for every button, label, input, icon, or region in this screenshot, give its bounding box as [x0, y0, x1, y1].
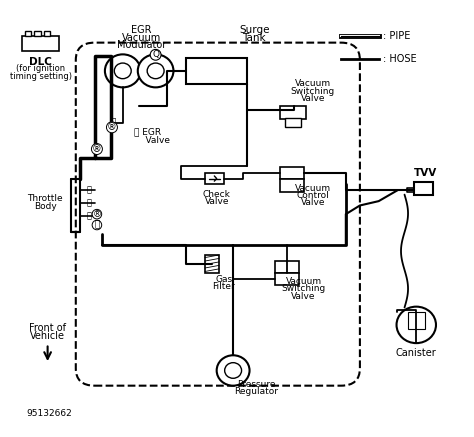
Text: DLC: DLC	[29, 57, 52, 67]
Text: Surge: Surge	[239, 25, 270, 35]
Text: Body: Body	[34, 202, 56, 211]
Text: EGR: EGR	[131, 25, 152, 35]
Circle shape	[105, 54, 141, 87]
Text: Q: Q	[152, 50, 159, 59]
Text: Canister: Canister	[396, 348, 437, 358]
Text: Valve: Valve	[301, 94, 325, 103]
Text: : PIPE: : PIPE	[383, 31, 411, 41]
Bar	[275, 273, 299, 285]
Text: 95132662: 95132662	[27, 409, 72, 418]
Bar	[275, 260, 299, 273]
Bar	[414, 182, 433, 194]
Bar	[408, 312, 425, 329]
Text: : HOSE: : HOSE	[383, 54, 417, 64]
Circle shape	[138, 54, 173, 87]
Text: Tank: Tank	[242, 33, 266, 43]
Text: Ⓔ: Ⓔ	[86, 186, 91, 195]
Text: Gas: Gas	[215, 275, 232, 284]
Text: ®: ®	[107, 122, 117, 132]
Text: Check: Check	[203, 190, 231, 199]
Text: Ⓟ: Ⓟ	[86, 212, 91, 221]
Text: Throttle: Throttle	[27, 194, 63, 204]
Bar	[280, 106, 306, 118]
Text: Pressure: Pressure	[237, 380, 276, 389]
Bar	[285, 118, 301, 127]
Text: Vacuum: Vacuum	[122, 33, 161, 43]
Text: Ⓡ: Ⓡ	[86, 199, 91, 208]
Text: Valve: Valve	[301, 198, 325, 208]
Bar	[205, 255, 219, 273]
Bar	[25, 31, 31, 36]
Bar	[44, 31, 50, 36]
Text: Vehicle: Vehicle	[30, 331, 65, 341]
Circle shape	[397, 307, 436, 343]
Text: TVV: TVV	[414, 168, 438, 178]
Text: Valve: Valve	[292, 292, 316, 301]
Text: Regulator: Regulator	[235, 387, 279, 396]
Circle shape	[114, 63, 131, 79]
Text: Switching: Switching	[282, 284, 326, 293]
Text: Ⓟ: Ⓟ	[94, 221, 100, 229]
Text: Vacuum: Vacuum	[295, 80, 331, 88]
Text: ®: ®	[92, 210, 101, 218]
Text: Vacuum: Vacuum	[295, 184, 331, 193]
Circle shape	[147, 63, 164, 79]
Text: ®: ®	[92, 144, 102, 154]
Bar	[186, 58, 247, 84]
Text: timing setting): timing setting)	[9, 72, 72, 81]
Bar	[22, 36, 59, 51]
Text: Ⓡ: Ⓡ	[110, 118, 116, 128]
Circle shape	[225, 363, 242, 378]
Text: Switching: Switching	[291, 87, 335, 96]
Bar	[280, 180, 303, 191]
Text: Filter: Filter	[212, 282, 235, 291]
Text: Modulator: Modulator	[117, 40, 166, 50]
Circle shape	[217, 355, 249, 386]
Text: Vacuum: Vacuum	[285, 277, 322, 286]
Text: Valve: Valve	[204, 198, 229, 207]
Text: (for ignition: (for ignition	[16, 64, 65, 73]
Bar	[205, 173, 224, 184]
Bar	[280, 167, 303, 180]
Text: Valve: Valve	[135, 136, 171, 145]
Text: Front of: Front of	[29, 323, 66, 333]
Text: Control: Control	[297, 191, 329, 200]
Text: Ⓡ EGR: Ⓡ EGR	[135, 127, 162, 136]
Bar	[35, 31, 41, 36]
